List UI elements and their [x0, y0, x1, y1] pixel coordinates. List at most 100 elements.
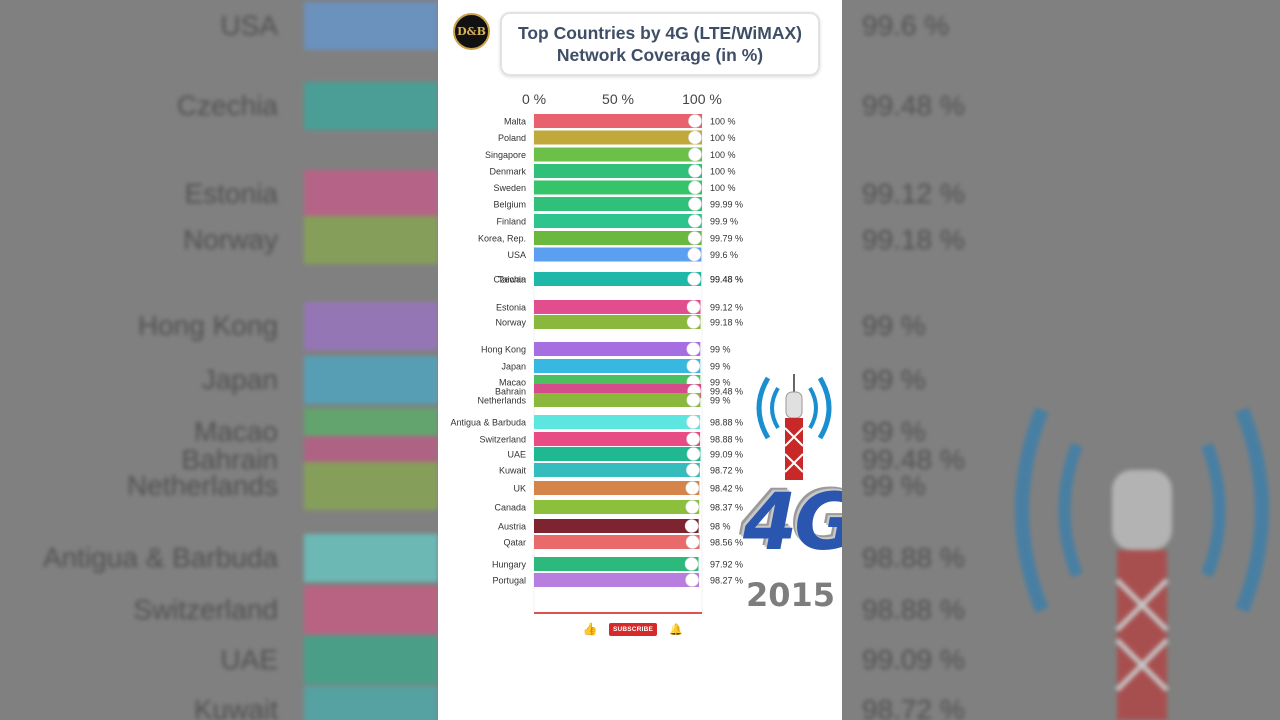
bar [534, 247, 702, 262]
value-label: 98 % [710, 522, 731, 532]
flag-icon [686, 300, 701, 314]
value-label: 99 % [710, 345, 731, 355]
value-label: 98.56 % [710, 538, 743, 548]
ghost-bar [304, 534, 438, 582]
flag-icon [688, 147, 702, 162]
flag-icon [687, 272, 701, 286]
bar [534, 300, 701, 314]
value-label: 98.88 % [710, 418, 743, 428]
category-label: Denmark [489, 167, 526, 177]
ghost-value: 99 % [862, 416, 926, 447]
category-label: Czechia [493, 275, 526, 285]
flag-icon [688, 197, 702, 211]
bar [534, 130, 702, 145]
category-label: Austria [498, 522, 526, 532]
ghost-value: 98.72 % [862, 694, 965, 720]
value-label: 99.18 % [710, 318, 743, 328]
flag-icon [686, 447, 701, 461]
x-tick-label: 50 % [602, 91, 634, 107]
bar [534, 214, 702, 228]
ghost-value: 99.48 % [862, 90, 965, 121]
ghost-label: Switzerland [133, 594, 278, 625]
chart-title-box: Top Countries by 4G (LTE/WiMAX) Network … [500, 12, 820, 76]
blurred-background-right: 99.6 % 99.48 % 99.12 % 99.18 % 99 % 99 % 99 % 9… [842, 0, 1280, 720]
ghost-label: UAE [220, 644, 278, 675]
category-label: UAE [507, 450, 526, 460]
ghost-bar [304, 586, 438, 634]
bar [534, 359, 701, 373]
category-label: USA [507, 250, 526, 260]
value-label: 98.72 % [710, 466, 743, 476]
ghost-row: Czechia [0, 82, 438, 130]
value-label: 100 % [710, 183, 736, 193]
ghost-label: Bahrain [181, 444, 278, 475]
ghost-value: 99.48 % [862, 444, 965, 475]
flag-icon [688, 130, 702, 145]
bell-icon[interactable]: 🔔 [669, 623, 683, 636]
value-label: 99.12 % [710, 303, 743, 313]
ghost-bar [304, 216, 438, 264]
bar [534, 481, 700, 495]
bar [534, 393, 701, 407]
ghost-bar [304, 356, 438, 404]
bar [534, 519, 699, 533]
value-label: 100 % [710, 117, 736, 127]
value-label: 99.79 % [710, 234, 743, 244]
chart-title-line1: Top Countries by 4G (LTE/WiMAX) [517, 23, 803, 43]
value-label: 98.27 % [710, 576, 743, 586]
value-label: 100 % [710, 167, 736, 177]
ghost-value: 99.12 % [862, 178, 965, 209]
ghost-value: 98.88 % [862, 542, 965, 573]
ghost-bar [304, 82, 438, 130]
category-label: Poland [498, 133, 526, 143]
bar [534, 231, 702, 245]
category-label: Switzerland [479, 435, 526, 445]
value-label: 98.37 % [710, 503, 743, 513]
flag-icon [685, 573, 699, 587]
ghost-row: Netherlands [0, 462, 438, 510]
ghost-bar [304, 2, 438, 50]
ghost-label: Norway [183, 224, 278, 255]
ghost-label: Czechia [176, 90, 278, 121]
x-tick-label: 100 % [682, 91, 722, 107]
ghost-row: Antigua & Barbuda [0, 534, 438, 582]
thumbs-up-icon[interactable]: 👍 [582, 622, 598, 636]
flag-icon [686, 342, 701, 356]
category-label: Belgium [493, 200, 526, 210]
bar [534, 573, 700, 587]
bar [534, 342, 701, 356]
ghost-value: 99.18 % [862, 224, 965, 255]
category-label: Antigua & Barbuda [450, 418, 526, 428]
ghost-label: Antigua & Barbuda [42, 542, 278, 573]
category-label: Japan [501, 362, 526, 372]
ghost-label: Netherlands [127, 470, 278, 501]
bar [534, 463, 700, 477]
ghost-bar [304, 302, 438, 350]
value-label: 99.48 % [710, 275, 743, 285]
category-label: Hungary [492, 560, 527, 570]
category-label: Singapore [485, 150, 526, 160]
category-label: Finland [496, 217, 526, 227]
ghost-label: Japan [201, 364, 278, 395]
value-label: 99 % [710, 396, 731, 406]
ghost-bar [304, 636, 438, 684]
ghost-row: Kuwait [0, 686, 438, 720]
channel-logo: D&B [453, 13, 490, 50]
ghost-value: 99 % [862, 470, 926, 501]
category-label: Sweden [493, 183, 526, 193]
chart-panel: D&B Top Countries by 4G (LTE/WiMAX) Netw… [438, 0, 842, 720]
category-label: Canada [494, 503, 526, 513]
subscribe-bar[interactable]: 👍 SUBSCRIBE 🔔 [583, 618, 683, 640]
flag-icon [687, 247, 702, 262]
category-label: Korea, Rep. [478, 234, 526, 244]
blurred-background-left: USA Czechia Estonia Norway Hong Kong Japan Mac… [0, 0, 438, 720]
ghost-label: Hong Kong [137, 310, 278, 341]
tower-ghost-icon [1015, 407, 1269, 720]
ghost-row: USA [0, 2, 438, 50]
category-label: Bahrain [495, 387, 526, 397]
subscribe-button[interactable]: SUBSCRIBE [608, 622, 658, 636]
bar [534, 500, 700, 514]
flag-icon [687, 231, 702, 245]
bar [534, 180, 702, 195]
bar [534, 447, 701, 461]
